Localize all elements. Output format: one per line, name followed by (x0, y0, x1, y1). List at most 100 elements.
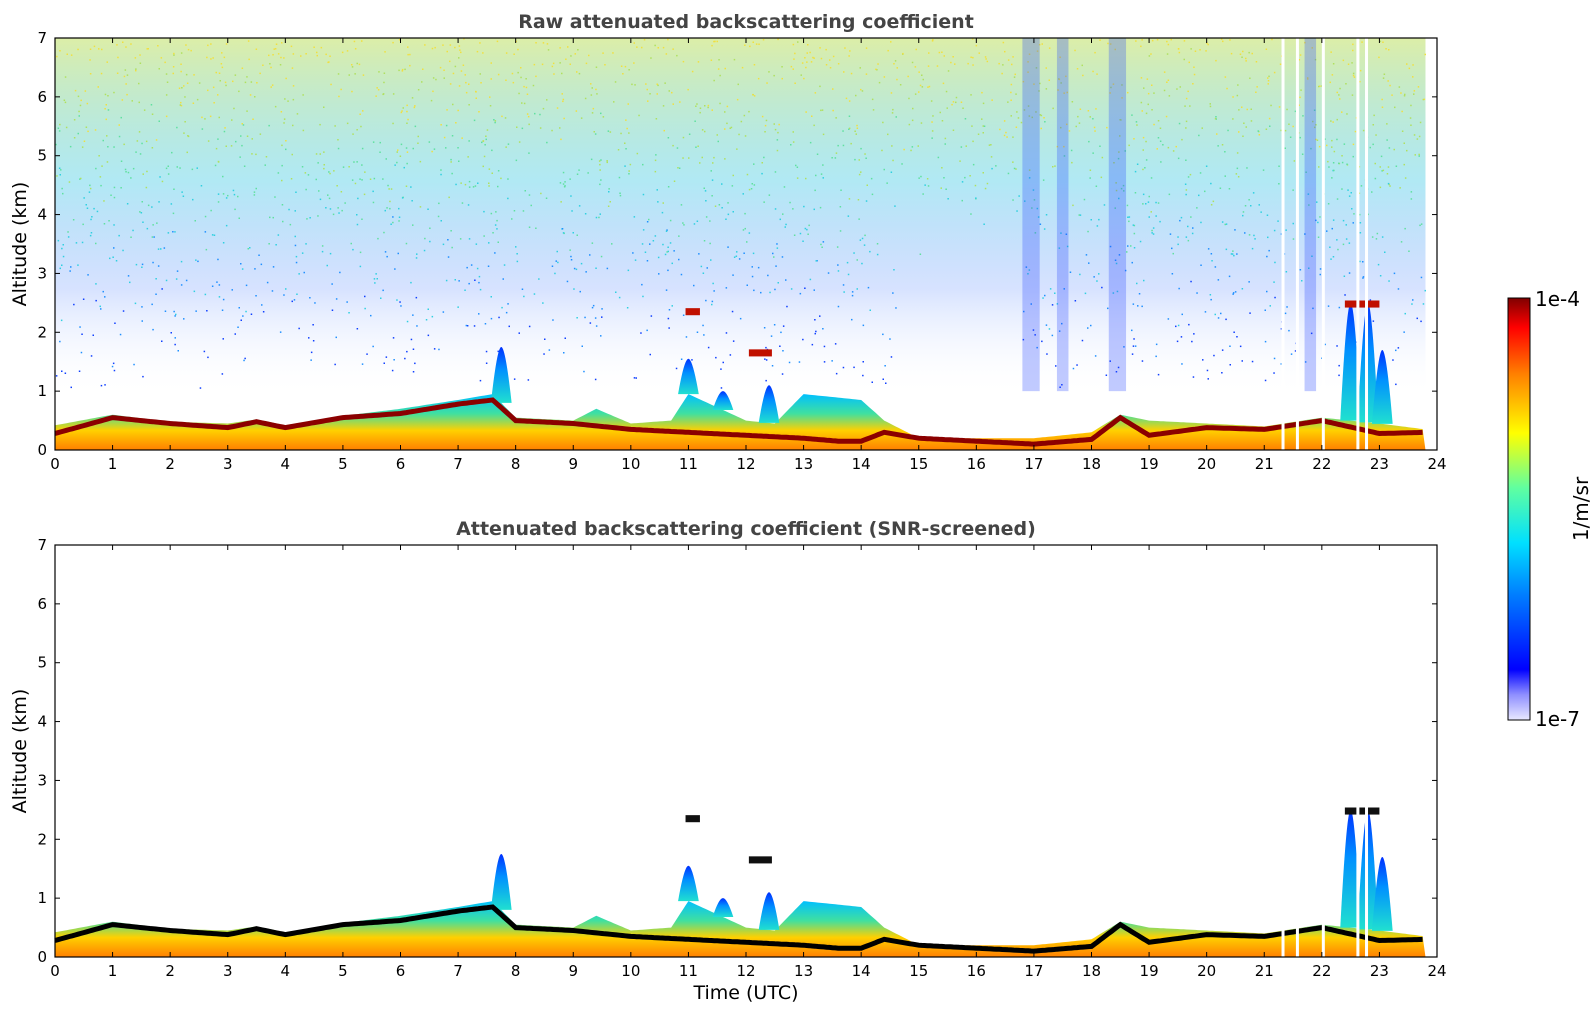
noise-pixel (1109, 43, 1112, 45)
noise-pixel (361, 218, 363, 220)
noise-pixel (961, 199, 963, 202)
noise-pixel (1210, 204, 1213, 206)
noise-pixel (1251, 52, 1253, 55)
noise-pixel (1056, 303, 1059, 305)
noise-pixel (1167, 318, 1170, 320)
noise-pixel (721, 183, 723, 185)
noise-pixel (90, 218, 92, 221)
noise-pixel (150, 104, 153, 106)
noise-pixel (334, 125, 336, 127)
noise-pixel (1112, 83, 1115, 85)
noise-pixel (822, 164, 824, 166)
noise-pixel (391, 369, 394, 372)
noise-pixel (1371, 236, 1374, 238)
noise-pixel (1382, 41, 1384, 43)
noise-pixel (337, 147, 340, 150)
noise-pixel (1229, 345, 1231, 347)
noise-pixel (650, 315, 653, 317)
noise-pixel (95, 299, 97, 302)
noise-pixel (393, 359, 395, 361)
noise-pixel (163, 247, 166, 249)
noise-pixel (222, 175, 224, 178)
noise-pixel (138, 82, 140, 85)
noise-pixel (1379, 40, 1382, 43)
noise-pixel (1159, 220, 1161, 223)
noise-pixel (113, 91, 115, 94)
noise-pixel (757, 77, 760, 80)
noise-pixel (617, 149, 620, 151)
noise-pixel (372, 201, 375, 204)
noise-pixel (277, 234, 280, 236)
noise-pixel (80, 351, 83, 354)
noise-pixel (1300, 89, 1302, 91)
data-gap (1281, 38, 1285, 450)
noise-pixel (712, 282, 714, 285)
noise-pixel (542, 42, 545, 44)
noise-pixel (225, 43, 228, 45)
noise-pixel (442, 243, 445, 246)
noise-pixel (742, 193, 744, 195)
noise-pixel (488, 168, 491, 170)
noise-pixel (591, 306, 594, 309)
noise-pixel (624, 165, 626, 167)
noise-pixel (1024, 200, 1026, 202)
noise-pixel (908, 97, 910, 100)
data-gap (1295, 803, 1299, 957)
noise-pixel (671, 262, 673, 265)
noise-pixel (1127, 245, 1129, 247)
noise-pixel (1118, 197, 1120, 200)
noise-pixel (1258, 134, 1261, 136)
noise-pixel (1134, 170, 1137, 173)
noise-pixel (288, 208, 290, 211)
noise-pixel (1217, 145, 1219, 147)
noise-pixel (1070, 149, 1073, 152)
noise-pixel (180, 284, 183, 286)
noise-pixel (628, 173, 630, 175)
noise-pixel (243, 165, 246, 167)
noise-pixel (1126, 251, 1128, 253)
noise-pixel (292, 53, 295, 55)
noise-pixel (1404, 93, 1406, 96)
noise-pixel (854, 130, 856, 132)
noise-pixel (1010, 91, 1012, 94)
panel-snr-screened-backscatter: 0 1 2 3 4 5 6 7 8 9 10 11 12 13 14 15 16 17 18 19 20 21 22 23 24… (9, 518, 1447, 1004)
noise-pixel (781, 77, 783, 80)
elevated-layer (685, 308, 700, 316)
noise-pixel (1216, 133, 1218, 135)
noise-pixel (443, 69, 445, 71)
x-tick-label: 14 (852, 455, 871, 473)
noise-pixel (1012, 161, 1014, 163)
noise-pixel (1292, 222, 1294, 225)
noise-pixel (1095, 108, 1097, 110)
noise-pixel (894, 205, 896, 207)
noise-pixel (571, 210, 573, 212)
noise-pixel (1022, 80, 1025, 83)
noise-pixel (573, 288, 575, 290)
noise-pixel (682, 314, 685, 316)
noise-pixel (599, 169, 601, 171)
noise-pixel (1288, 123, 1290, 125)
noise-pixel (83, 140, 86, 142)
noise-pixel (269, 216, 271, 219)
noise-pixel (642, 163, 644, 166)
noise-pixel (1316, 201, 1318, 203)
noise-pixel (1167, 146, 1170, 149)
noise-pixel (1332, 162, 1335, 164)
noise-pixel (356, 129, 358, 131)
noise-pixel (62, 255, 65, 258)
noise-pixel (1338, 306, 1341, 309)
noise-pixel (960, 146, 963, 148)
noise-pixel (608, 191, 610, 193)
noise-pixel (751, 266, 753, 268)
noise-pixel (802, 240, 804, 242)
noise-pixel (1092, 152, 1094, 154)
noise-pixel (850, 142, 852, 145)
noise-pixel (89, 73, 92, 75)
noise-pixel (481, 141, 483, 144)
noise-pixel (475, 97, 477, 99)
noise-pixel (1398, 86, 1401, 88)
noise-pixel (262, 64, 264, 66)
noise-pixel (1087, 110, 1090, 112)
x-tick-label: 2 (165, 962, 175, 980)
noise-pixel (1215, 116, 1217, 118)
